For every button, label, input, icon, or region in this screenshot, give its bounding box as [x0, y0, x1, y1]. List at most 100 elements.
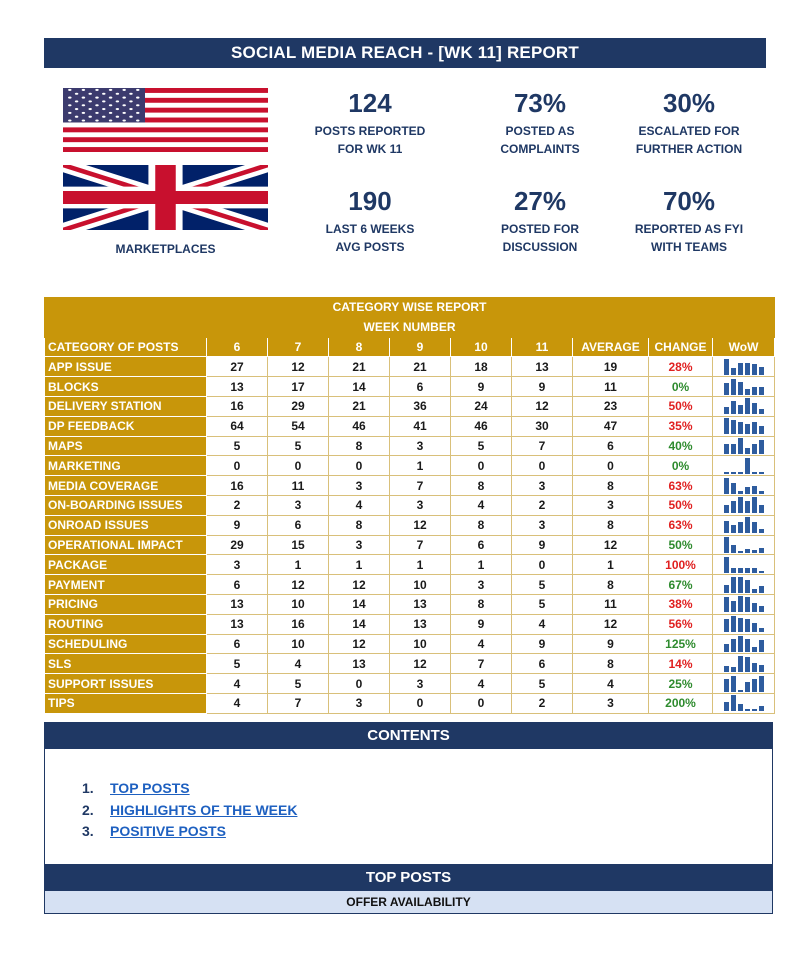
contents-item: 1. TOP POSTS — [82, 778, 297, 800]
contents-link[interactable]: POSITIVE POSTS — [110, 823, 226, 839]
category-name: PAYMENT — [44, 574, 207, 595]
sparkline-bars — [717, 616, 770, 633]
week-value: 0 — [328, 673, 390, 694]
wow-sparkline — [711, 455, 776, 477]
column-header: 7 — [267, 336, 329, 358]
flag-star — [136, 104, 140, 107]
kpi-label-line1: POSTS REPORTED — [314, 124, 426, 138]
week-value: 16 — [206, 395, 268, 417]
sparkline-bar — [744, 388, 750, 395]
sparkline-bar — [737, 490, 743, 494]
table-subtitle: WEEK NUMBER — [43, 316, 776, 338]
week-value: 9 — [206, 514, 268, 536]
week-value: 4 — [328, 494, 390, 516]
sparkline-bar — [744, 656, 750, 672]
week-value: 46 — [328, 415, 390, 437]
table-title: CATEGORY WISE REPORT — [43, 297, 776, 318]
sparkline-bar — [758, 439, 764, 454]
sparkline-bar — [730, 666, 736, 672]
sparkline-bar — [751, 386, 757, 395]
sparkline-bar — [730, 482, 736, 494]
marketplaces-label: MARKETPLACES — [115, 242, 216, 256]
week-value: 29 — [267, 395, 329, 417]
week-value: 12 — [267, 574, 329, 595]
sparkline-bar — [751, 623, 757, 633]
contents-list: 1. TOP POSTS 2. HIGHLIGHTS OF THE WEEK 3. POS… — [82, 778, 297, 843]
table-row: SUPPORT ISSUES 4 5 0 3 4 5 4 25% — [44, 673, 776, 694]
change-value: 100% — [648, 554, 713, 576]
kpi-value: 70% — [662, 186, 716, 216]
week-value: 12 — [267, 356, 329, 378]
week-value: 5 — [511, 574, 573, 595]
kpi-value: 190 — [348, 186, 392, 216]
sparkline-bar — [730, 443, 736, 454]
week-value: 7 — [511, 435, 573, 457]
category-name: DP FEEDBACK — [44, 415, 207, 437]
sparkline-bar — [730, 695, 736, 712]
sparkline-bar — [751, 403, 757, 415]
flag-star — [68, 111, 72, 114]
average-value: 8 — [572, 574, 649, 595]
table-row: ROUTING 13 16 14 13 9 4 12 56% — [44, 613, 776, 635]
sparkline-bar — [744, 579, 750, 593]
sparkline-bar — [737, 405, 743, 415]
week-value: 4 — [267, 653, 329, 675]
category-name: DELIVERY STATION — [44, 395, 207, 417]
column-header: 9 — [389, 336, 451, 358]
contents-item-number: 2. — [82, 801, 94, 818]
flag-star — [68, 104, 72, 107]
average-value: 11 — [572, 593, 649, 615]
kpi-posts-reported: 124 POSTS REPORTED FOR WK 11 — [295, 88, 445, 158]
sparkline-bar — [737, 362, 743, 375]
week-value: 5 — [267, 435, 329, 457]
sparkline-bar — [744, 398, 750, 415]
sparkline-bar — [758, 606, 764, 613]
flag-star — [129, 115, 133, 118]
flag-star — [129, 100, 133, 103]
change-value: 125% — [648, 633, 713, 655]
change-value: 63% — [648, 514, 713, 536]
week-value: 0 — [206, 455, 268, 477]
contents-link[interactable]: TOP POSTS — [110, 780, 190, 796]
week-value: 13 — [328, 653, 390, 675]
sparkline-bar — [744, 619, 750, 633]
week-value: 46 — [450, 415, 512, 437]
sparkline-bars — [717, 457, 770, 474]
average-value: 0 — [572, 455, 649, 477]
category-name: SUPPORT ISSUES — [44, 673, 207, 694]
sparkline-bar — [751, 678, 757, 692]
sparkline-bar — [723, 536, 729, 553]
contents-link[interactable]: HIGHLIGHTS OF THE WEEK — [110, 801, 298, 818]
wow-sparkline — [711, 356, 776, 378]
week-value: 12 — [389, 514, 451, 536]
table-row: DELIVERY STATION 16 29 21 36 24 12 23 50% — [44, 395, 776, 417]
sparkline-bar — [744, 362, 750, 375]
flag-star — [136, 96, 140, 99]
category-report-table: CATEGORY WISE REPORT WEEK NUMBER CATEGOR… — [43, 297, 776, 714]
wow-sparkline — [711, 613, 776, 635]
change-value: 0% — [648, 455, 713, 477]
average-value: 8 — [572, 475, 649, 496]
category-name: APP ISSUE — [44, 356, 207, 378]
column-header: 8 — [328, 336, 390, 358]
sparkline-bar — [723, 643, 729, 652]
sparkline-bar — [723, 702, 729, 712]
sparkline-bar — [723, 382, 729, 395]
week-value: 3 — [206, 554, 268, 576]
sparkline-bar — [723, 443, 729, 454]
flag-star — [129, 92, 133, 95]
week-value: 64 — [206, 415, 268, 437]
sparkline-bar — [730, 638, 736, 652]
sparkline-bar — [723, 619, 729, 633]
week-value: 4 — [206, 692, 268, 714]
column-header: CHANGE — [648, 336, 713, 358]
average-value: 6 — [572, 435, 649, 457]
column-header: AVERAGE — [572, 336, 649, 358]
sparkline-bars — [717, 576, 770, 593]
sparkline-bar — [737, 655, 743, 672]
week-value: 15 — [267, 534, 329, 556]
sparkline-bar — [730, 601, 736, 613]
us-flag-icon — [63, 88, 268, 152]
wow-sparkline — [711, 376, 776, 397]
sparkline-bars — [717, 596, 770, 613]
